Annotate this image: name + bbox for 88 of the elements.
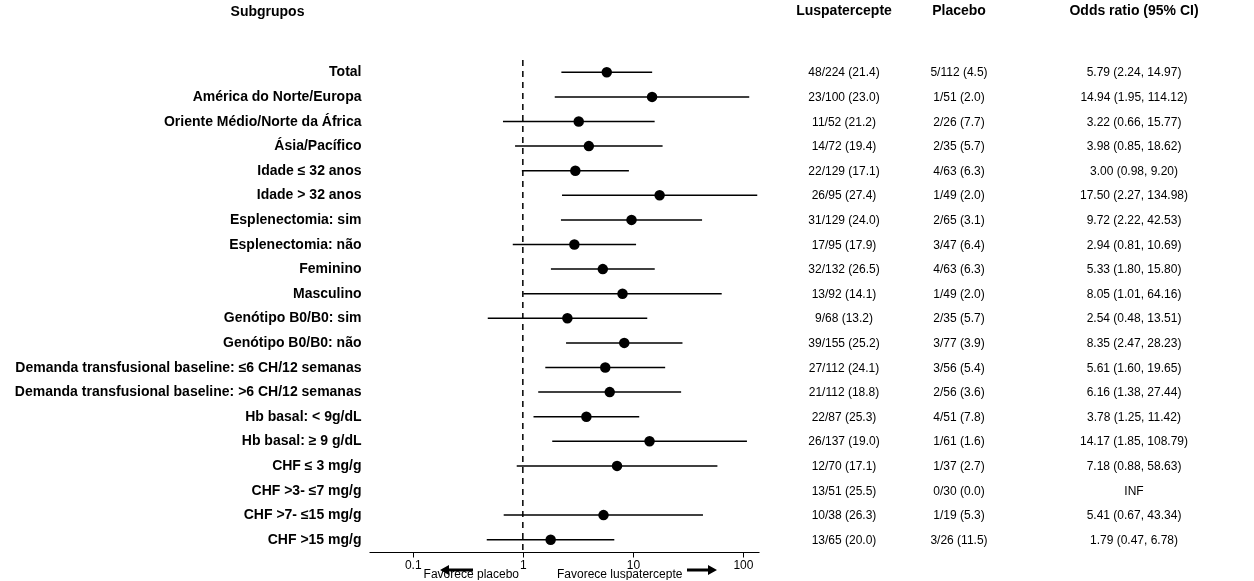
text: 2/26 (7.7) [933,114,985,129]
text: 9.72 (2.22, 42.53) [1086,212,1182,227]
y-tick-label: Feminino [299,260,362,277]
y-tick-label: Genótipo B0/B0: sim [223,309,362,326]
x-tick-label: 100 [733,557,754,572]
y-tick-label: Idade ≤ 32 anos [257,161,362,178]
y-tick-label: Total [329,63,362,80]
text: 17.50 (2.27, 134.98) [1079,188,1189,203]
x-tick-label: 0.1 [404,557,422,572]
text: Odds ratio (95% CI) [1069,2,1199,18]
y-axis-title: Subgrupos [230,2,305,19]
text: 21/112 (18.8) [808,385,880,400]
text: 3.22 (0.66, 15.77) [1086,114,1182,129]
text: 2/35 (5.7) [933,139,985,154]
text: 3.78 (1.25, 11.42) [1087,409,1181,424]
text: 17/95 (17.9) [811,237,877,252]
y-tick-label: Oriente Médio/Norte da África [163,112,362,129]
y-tick-label: América do Norte/Europa [192,87,362,104]
text: 5.41 (0.67, 43.34) [1086,508,1182,523]
text: 13/92 (14.1) [811,286,877,301]
text: 1/49 (2.0) [933,286,985,301]
text: 14/72 (19.4) [811,139,877,154]
text: 4/51 (7.8) [933,409,985,424]
text: 1/19 (5.3) [933,508,985,523]
text: 3.98 (0.85, 18.62) [1086,139,1182,154]
text: 22/87 (25.3) [811,409,877,424]
text: 5/112 (4.5) [930,65,988,80]
y-tick-label: Esplenectomia: não [229,235,362,252]
text: 1/49 (2.0) [933,188,985,203]
text: 32/132 (26.5) [808,262,880,277]
text: 22/129 (17.1) [808,163,880,178]
text: 1/37 (2.7) [933,458,985,473]
text: 12/70 (17.1) [811,458,877,473]
y-tick-label: Hb basal: ≥ 9 g/dL [241,432,362,449]
text: 3/77 (3.9) [933,335,985,350]
text: 0/30 (0.0) [933,483,985,498]
text: 2/65 (3.1) [933,212,985,227]
y-tick-label: Esplenectomia: sim [230,210,362,227]
text: 4/63 (6.3) [933,262,985,277]
text: 9/68 (13.2) [814,311,874,326]
text: 3/56 (5.4) [933,360,985,375]
text: 3.00 (0.98, 9.20) [1089,163,1179,178]
text: 5.61 (1.60, 19.65) [1086,360,1182,375]
text: INF [1124,483,1144,498]
text: 2/35 (5.7) [933,311,985,326]
y-tick-label: Genótipo B0/B0: não [223,333,362,350]
text: 13/65 (20.0) [811,532,877,547]
text: 48/224 (21.4) [808,65,880,80]
text: 6.16 (1.38, 27.44) [1086,385,1182,400]
y-tick-label: CHF >15 mg/g [267,530,362,547]
text: 1/61 (1.6) [933,434,985,449]
text: Placebo [932,2,986,18]
text: 5.79 (2.24, 14.97) [1086,65,1182,80]
text: 27/112 (24.1) [808,360,880,375]
y-tick-label: Ásia/Pacífico [274,137,362,154]
text: 26/137 (19.0) [808,434,880,449]
text: 1.79 (0.47, 6.78) [1089,532,1179,547]
text: 2.94 (0.81, 10.69) [1086,237,1182,252]
y-tick-label: CHF ≤ 3 mg/g [272,456,362,473]
text: 11/52 (21.2) [812,114,876,129]
text: 3/47 (6.4) [933,237,985,252]
text: 5.33 (1.80, 15.80) [1086,262,1182,277]
text: 8.35 (2.47, 28.23) [1086,335,1182,350]
x-tick-label: 1 [519,557,527,572]
text: 13/51 (25.5) [811,483,877,498]
text: 1/51 (2.0) [933,89,985,104]
text: Luspatercepte [796,2,893,18]
text: 23/100 (23.0) [808,89,880,104]
text: Favorece luspatercepte [557,567,683,581]
text: 14.94 (1.95, 114.12) [1080,89,1188,104]
text: 2.54 (0.48, 13.51) [1086,311,1182,326]
y-tick-label: Demanda transfusional baseline: ≤6 CH/12 semanas [15,358,362,375]
text: 31/129 (24.0) [808,212,880,227]
text: 8.05 (1.01, 64.16) [1086,286,1182,301]
text: 39/155 (25.2) [808,335,880,350]
y-tick-label: CHF >7- ≤15 mg/g [243,506,362,523]
text: 3/26 (11.5) [930,532,988,547]
y-tick-label: Idade > 32 anos [256,186,362,203]
text: 4/63 (6.3) [933,163,985,178]
y-tick-label: CHF >3- ≤7 mg/g [251,481,362,498]
text: 10/38 (26.3) [811,508,877,523]
text: 26/95 (27.4) [811,188,877,203]
y-tick-label: Demanda transfusional baseline: >6 CH/12 semanas [14,383,362,400]
text: 14.17 (1.85, 108.79) [1079,434,1189,449]
text: 2/56 (3.6) [933,385,985,400]
text: 7.18 (0.88, 58.63) [1086,458,1182,473]
y-tick-label: Masculino [293,284,362,301]
y-tick-label: Hb basal: < 9g/dL [245,407,362,424]
